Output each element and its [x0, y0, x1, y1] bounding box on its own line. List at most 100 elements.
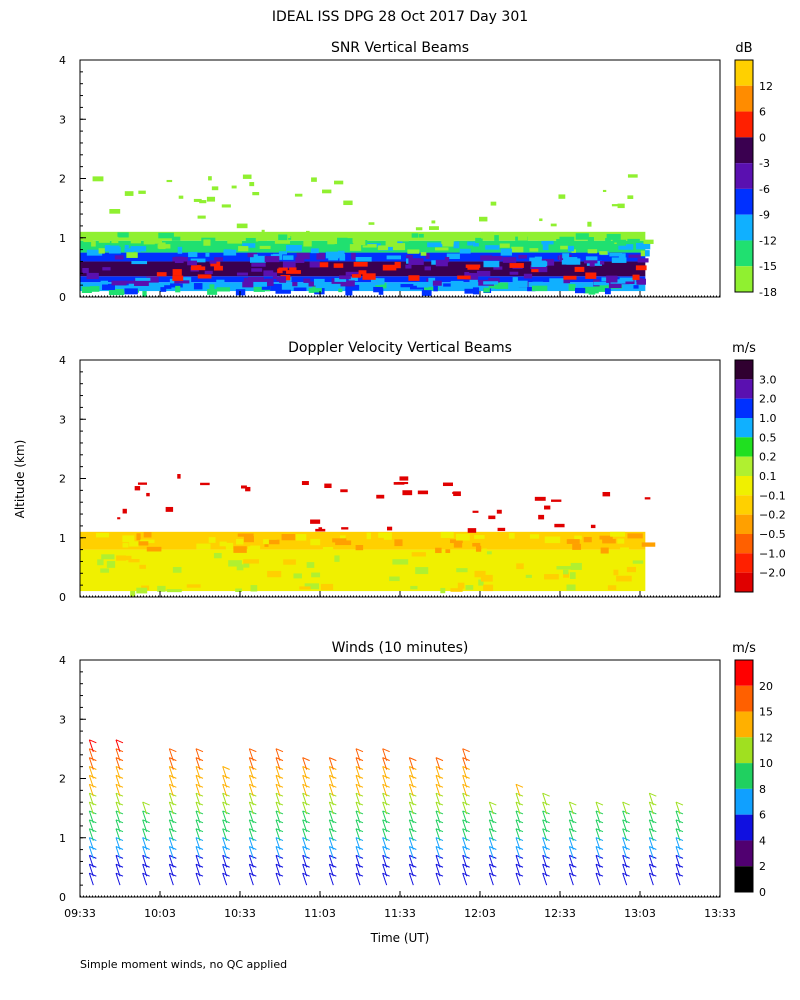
heatmap-speckle: [556, 239, 568, 242]
heatmap-speckle: [480, 255, 492, 260]
heatmap-speckle: [601, 548, 609, 554]
heatmap-speckle: [157, 586, 165, 592]
x-tick-label: 13:03: [624, 907, 656, 920]
heatmap-speckle: [310, 520, 320, 524]
heatmap-speckle: [310, 539, 320, 545]
heatmap-speckle: [387, 527, 392, 531]
heatmap-speckle: [99, 248, 105, 253]
heatmap-speckle: [441, 239, 453, 244]
heatmap-speckle: [457, 276, 470, 280]
heatmap-speckle: [568, 246, 574, 252]
heatmap-speckle: [558, 194, 565, 198]
colorbar-tick-label: 15: [759, 706, 773, 719]
colorbar-cell: [735, 534, 753, 553]
heatmap-speckle: [318, 527, 322, 530]
heatmap-speckle: [283, 255, 294, 260]
heatmap-speckle: [209, 537, 216, 543]
heatmap-speckle: [307, 562, 315, 568]
heatmap-speckle: [532, 286, 547, 291]
heatmap-speckle: [608, 585, 616, 590]
heatmap-speckle: [255, 234, 267, 241]
heatmap-speckle: [123, 509, 127, 514]
heatmap-speckle: [466, 265, 481, 268]
heatmap-speckle: [477, 271, 490, 276]
colorbar-tick-label: 1.0: [759, 412, 777, 425]
heatmap-speckle: [435, 548, 441, 553]
heatmap-speckle: [410, 586, 417, 589]
heatmap-speckle: [450, 588, 462, 592]
colorbar-cell: [735, 573, 753, 592]
heatmap-speckle: [435, 247, 448, 250]
heatmap-speckle: [254, 254, 258, 261]
heatmap-speckle: [107, 561, 115, 568]
heatmap-speckle: [181, 233, 189, 236]
heatmap-speckle: [235, 588, 242, 592]
colorbar-tick-label: -9: [759, 209, 770, 222]
heatmap-speckle: [384, 533, 392, 540]
heatmap-speckle: [356, 545, 364, 550]
colorbar-cell: [735, 495, 753, 514]
heatmap-speckle: [237, 224, 248, 229]
heatmap-speckle: [402, 490, 412, 495]
heatmap-speckle: [576, 233, 589, 239]
heatmap-speckle: [251, 585, 258, 591]
colorbar-cell: [735, 660, 753, 686]
x-tick-label: 12:33: [544, 907, 576, 920]
heatmap-speckle: [111, 237, 118, 243]
heatmap-speckle: [147, 547, 162, 552]
heatmap-speckle: [238, 534, 254, 537]
heatmap-speckle: [422, 290, 432, 296]
heatmap-speckle: [129, 541, 138, 546]
colorbar-cell: [735, 215, 753, 241]
panel-1: SNR Vertical Beams012341260-3-6-9-12-15-…: [59, 40, 777, 304]
heatmap-speckle: [267, 571, 281, 577]
heatmap-speckle: [501, 249, 512, 256]
colorbar-tick-label: 6: [759, 106, 766, 119]
heatmap-speckle: [458, 583, 465, 589]
heatmap-speckle: [311, 248, 319, 253]
heatmap-speckle: [337, 238, 348, 244]
heatmap-speckle: [167, 180, 173, 182]
heatmap-speckle: [295, 194, 302, 197]
colorbar-cell: [735, 379, 753, 398]
heatmap-speckle: [345, 289, 352, 296]
colorbar-tick-label: 0.5: [759, 431, 777, 444]
heatmap-speckle: [509, 533, 515, 539]
heatmap-speckle: [321, 584, 333, 590]
heatmap-speckle: [341, 527, 348, 529]
heatmap-speckle: [408, 275, 419, 281]
heatmap-speckle: [112, 281, 127, 286]
heatmap-speckle: [334, 555, 339, 561]
heatmap-speckle: [188, 252, 197, 257]
heatmap-speckle: [293, 573, 301, 578]
heatmap-speckle: [543, 244, 549, 250]
heatmap-speckle: [551, 224, 557, 227]
heatmap-speckle: [645, 497, 651, 499]
heatmap-speckle: [158, 244, 171, 248]
heatmap-speckle: [400, 284, 413, 287]
heatmap-speckle: [194, 199, 202, 202]
heatmap-speckle: [310, 262, 320, 268]
heatmap-speckle: [102, 267, 110, 270]
heatmap-speckle: [551, 500, 561, 502]
heatmap-speckle: [334, 263, 344, 267]
heatmap-speckle: [286, 245, 293, 251]
y-tick-label: 3: [59, 113, 66, 126]
colorbar-tick-label: 4: [759, 834, 766, 847]
heatmap-speckle: [144, 240, 155, 245]
heatmap-speckle: [252, 192, 259, 195]
heatmap-speckle: [584, 537, 592, 542]
heatmap-speckle: [590, 261, 595, 267]
heatmap-speckle: [474, 535, 484, 539]
colorbar-tick-label: −0.2: [759, 509, 786, 522]
heatmap-speckle: [260, 246, 271, 249]
heatmap-speckle: [452, 492, 457, 494]
heatmap-speckle: [303, 241, 311, 247]
heatmap-speckle: [377, 278, 385, 284]
heatmap-speckle: [535, 497, 546, 501]
heatmap-speckle: [191, 266, 205, 270]
heatmap-speckle: [242, 282, 253, 288]
heatmap-speckle: [563, 570, 568, 575]
heatmap-speckle: [500, 243, 510, 247]
colorbar-tick-label: −2.0: [759, 567, 786, 580]
